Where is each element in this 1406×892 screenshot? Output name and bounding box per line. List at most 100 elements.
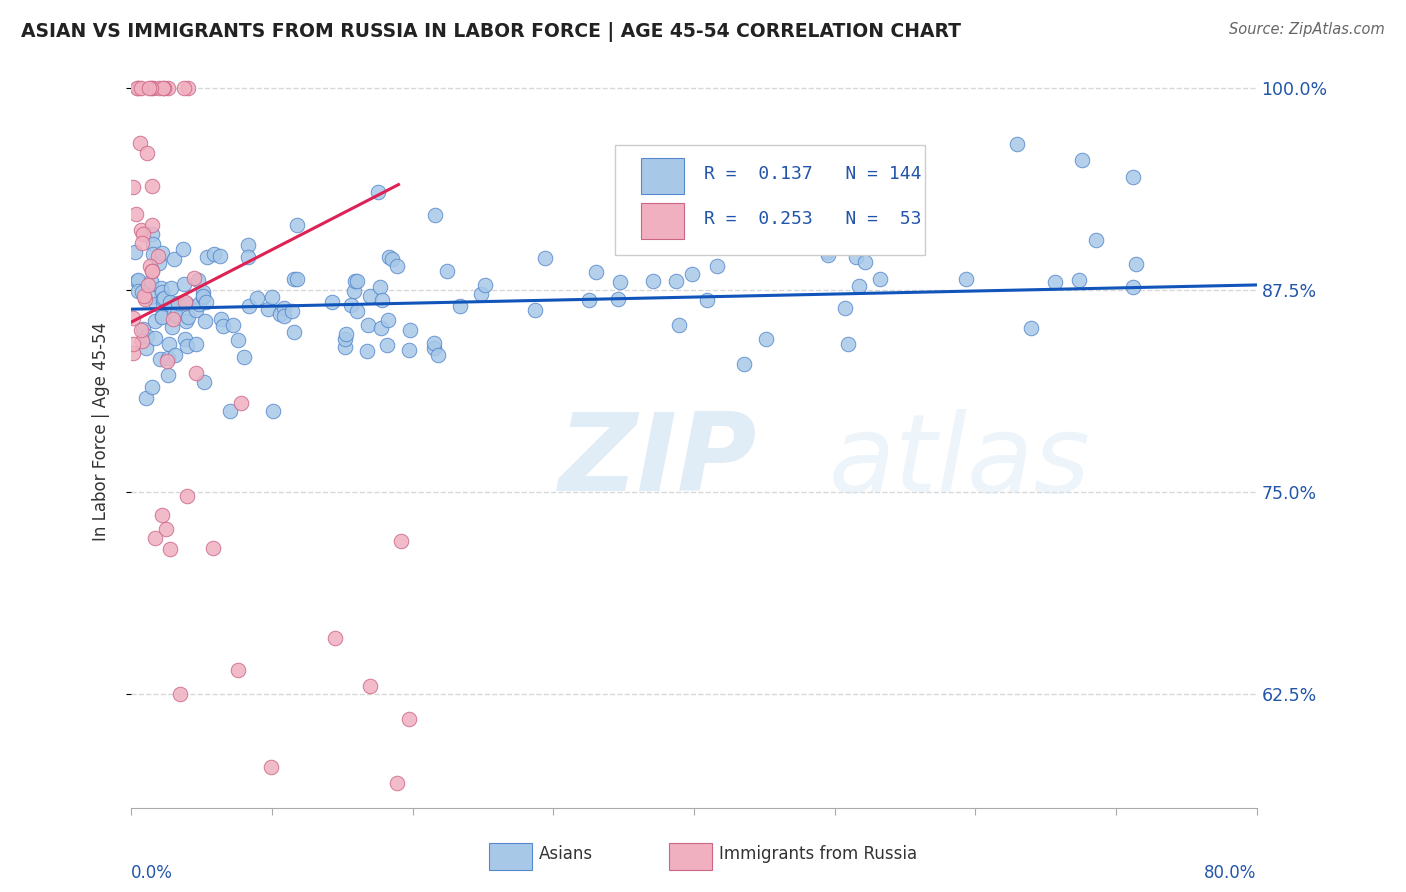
Point <box>134 292 156 306</box>
Point <box>129 323 152 337</box>
Point <box>398 343 420 357</box>
Point <box>733 357 755 371</box>
Point <box>135 146 157 161</box>
Point <box>152 296 174 310</box>
Point <box>356 344 378 359</box>
Point <box>367 185 389 199</box>
Point <box>346 304 368 318</box>
Point <box>131 322 153 336</box>
Point <box>246 291 269 305</box>
Point <box>339 298 361 312</box>
Point <box>1122 169 1144 184</box>
Point <box>681 267 703 281</box>
Point <box>333 340 356 354</box>
Point <box>195 294 218 309</box>
Point <box>193 289 215 303</box>
Point <box>173 277 195 291</box>
Point <box>131 285 153 299</box>
Point <box>607 292 630 306</box>
Point <box>260 290 283 304</box>
Point <box>138 259 160 273</box>
Point <box>156 80 179 95</box>
Point <box>524 303 547 318</box>
Point <box>346 274 368 288</box>
Point <box>283 325 305 339</box>
Point <box>837 337 859 351</box>
Point <box>127 284 149 298</box>
Point <box>283 272 305 286</box>
Point <box>398 323 420 337</box>
Point <box>173 80 195 95</box>
Point <box>855 255 877 269</box>
Point <box>269 307 291 321</box>
FancyBboxPatch shape <box>669 843 711 870</box>
Text: ASIAN VS IMMIGRANTS FROM RUSSIA IN LABOR FORCE | AGE 45-54 CORRELATION CHART: ASIAN VS IMMIGRANTS FROM RUSSIA IN LABOR… <box>21 22 962 42</box>
Point <box>186 302 208 317</box>
Point <box>343 274 366 288</box>
Point <box>162 311 184 326</box>
Point <box>755 332 778 346</box>
Point <box>184 366 207 380</box>
Point <box>125 274 148 288</box>
Point <box>815 245 838 260</box>
Text: Immigrants from Russia: Immigrants from Russia <box>718 846 917 863</box>
Text: ZIP: ZIP <box>558 409 758 515</box>
Point <box>141 227 163 242</box>
Point <box>131 236 153 251</box>
Point <box>136 277 159 292</box>
Point <box>145 296 167 310</box>
Point <box>152 292 174 306</box>
Point <box>229 396 252 410</box>
Point <box>381 252 404 266</box>
Point <box>262 404 284 418</box>
Point <box>141 379 163 393</box>
Point <box>157 368 180 382</box>
Text: 80.0%: 80.0% <box>1205 864 1257 882</box>
Point <box>869 272 891 286</box>
Point <box>834 301 856 316</box>
Point <box>423 335 446 350</box>
Point <box>194 313 217 327</box>
Point <box>209 249 232 263</box>
Point <box>150 281 173 295</box>
Point <box>141 80 163 95</box>
Point <box>141 218 163 232</box>
Point <box>174 295 197 310</box>
Point <box>233 350 256 364</box>
Point <box>377 250 399 264</box>
Point <box>423 341 446 355</box>
Point <box>356 318 378 332</box>
Point <box>848 279 870 293</box>
Point <box>139 290 162 304</box>
Point <box>1069 273 1091 287</box>
Point <box>124 244 146 259</box>
Point <box>368 280 391 294</box>
Point <box>165 348 187 362</box>
Point <box>167 295 190 310</box>
Point <box>157 351 180 366</box>
Point <box>146 249 169 263</box>
Point <box>136 328 159 343</box>
Point <box>202 541 225 556</box>
Point <box>696 293 718 308</box>
FancyBboxPatch shape <box>641 158 683 194</box>
Point <box>127 80 149 95</box>
Point <box>172 242 194 256</box>
Point <box>187 273 209 287</box>
Point <box>193 375 215 389</box>
Point <box>165 308 187 322</box>
Text: 0.0%: 0.0% <box>131 864 173 882</box>
Point <box>955 272 977 286</box>
Point <box>174 314 197 328</box>
Point <box>236 238 259 252</box>
Point <box>155 523 177 537</box>
Point <box>195 251 218 265</box>
Point <box>128 136 150 150</box>
Point <box>138 80 160 95</box>
Point <box>142 247 165 261</box>
Point <box>285 218 308 232</box>
Point <box>163 252 186 266</box>
Point <box>1019 321 1042 335</box>
Text: atlas: atlas <box>830 409 1091 514</box>
Point <box>135 391 157 405</box>
